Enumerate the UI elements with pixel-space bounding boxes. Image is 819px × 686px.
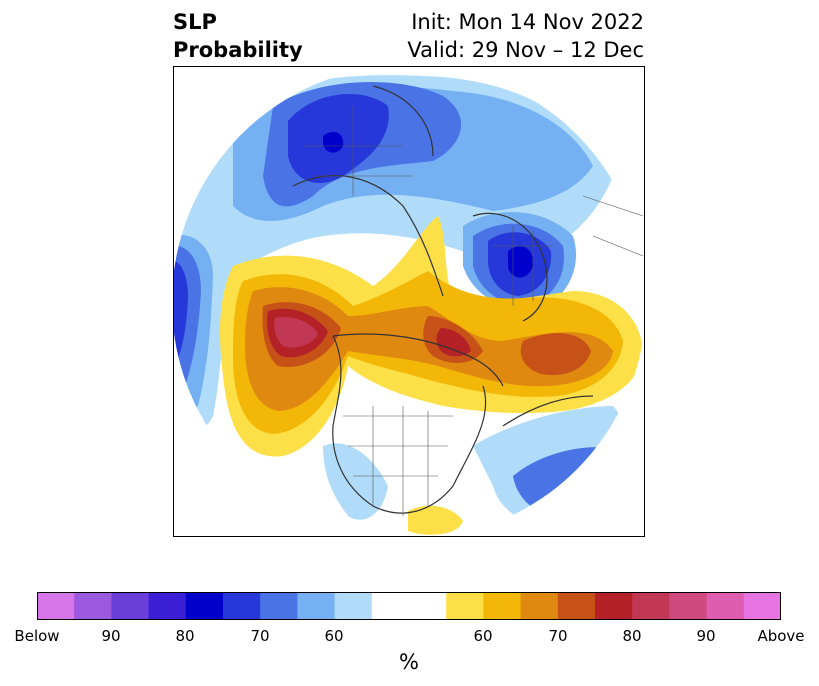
colorbar-segment	[669, 592, 708, 620]
colorbar-unit-label: %	[399, 650, 419, 674]
colorbar-segment	[371, 592, 410, 620]
colorbar-segment	[557, 592, 596, 620]
colorbar-tick-label: Below	[14, 627, 60, 645]
below-peak-europe	[508, 246, 534, 278]
colorbar-tick-label: 90	[101, 627, 121, 645]
colorbar-tick-label: 70	[250, 627, 270, 645]
colorbar	[37, 592, 781, 620]
probability-field	[173, 66, 645, 537]
colorbar-segment	[297, 592, 336, 620]
below-light-area-us	[323, 443, 388, 520]
map-border	[173, 66, 645, 537]
colorbar-tick-label: 70	[548, 627, 568, 645]
title-line-2: Probability	[173, 38, 303, 62]
above-very-strong-area-canada	[436, 328, 471, 357]
forecast-dates: Init: Mon 14 Nov 2022 Valid: 29 Nov – 12…	[407, 8, 644, 64]
colorbar-segment	[632, 592, 670, 620]
colorbar-segment	[37, 592, 75, 620]
colorbar-segment	[706, 592, 745, 620]
above-light-area-atlantic	[408, 505, 463, 535]
colorbar-segment	[148, 592, 187, 620]
below-strong-area-west	[173, 261, 188, 361]
colorbar-segment	[743, 592, 781, 620]
map-title: SLP Probability	[173, 8, 303, 64]
valid-period-label: Valid: 29 Nov – 12 Dec	[407, 38, 644, 62]
country-borders	[303, 106, 644, 516]
colorbar-tick-label: 80	[175, 627, 195, 645]
colorbar-segment	[260, 592, 298, 620]
colorbar-segment	[74, 592, 112, 620]
colorbar-tick-label: 60	[324, 627, 344, 645]
above-strong-area-atlantic	[520, 333, 591, 376]
above-extreme-area-pacific	[274, 316, 318, 348]
colorbar-segment	[334, 592, 373, 620]
colorbar-outline	[37, 592, 781, 620]
colorbar-tick-label: Above	[757, 627, 805, 645]
colorbar-segment	[409, 592, 447, 620]
colorbar-tick-label: 60	[473, 627, 493, 645]
colorbar-segment	[223, 592, 261, 620]
colorbar-tick-label: 90	[696, 627, 716, 645]
title-line-1: SLP	[173, 10, 217, 34]
init-date-label: Init: Mon 14 Nov 2022	[411, 10, 644, 34]
colorbar-segment	[185, 592, 224, 620]
polar-map	[173, 66, 645, 537]
colorbar-segment	[520, 592, 559, 620]
colorbar-segment	[595, 592, 633, 620]
colorbar-segment	[483, 592, 522, 620]
colorbar-tick-label: 80	[622, 627, 642, 645]
colorbar-segment	[446, 592, 484, 620]
below-peak-north	[323, 131, 344, 153]
colorbar-segment	[111, 592, 150, 620]
